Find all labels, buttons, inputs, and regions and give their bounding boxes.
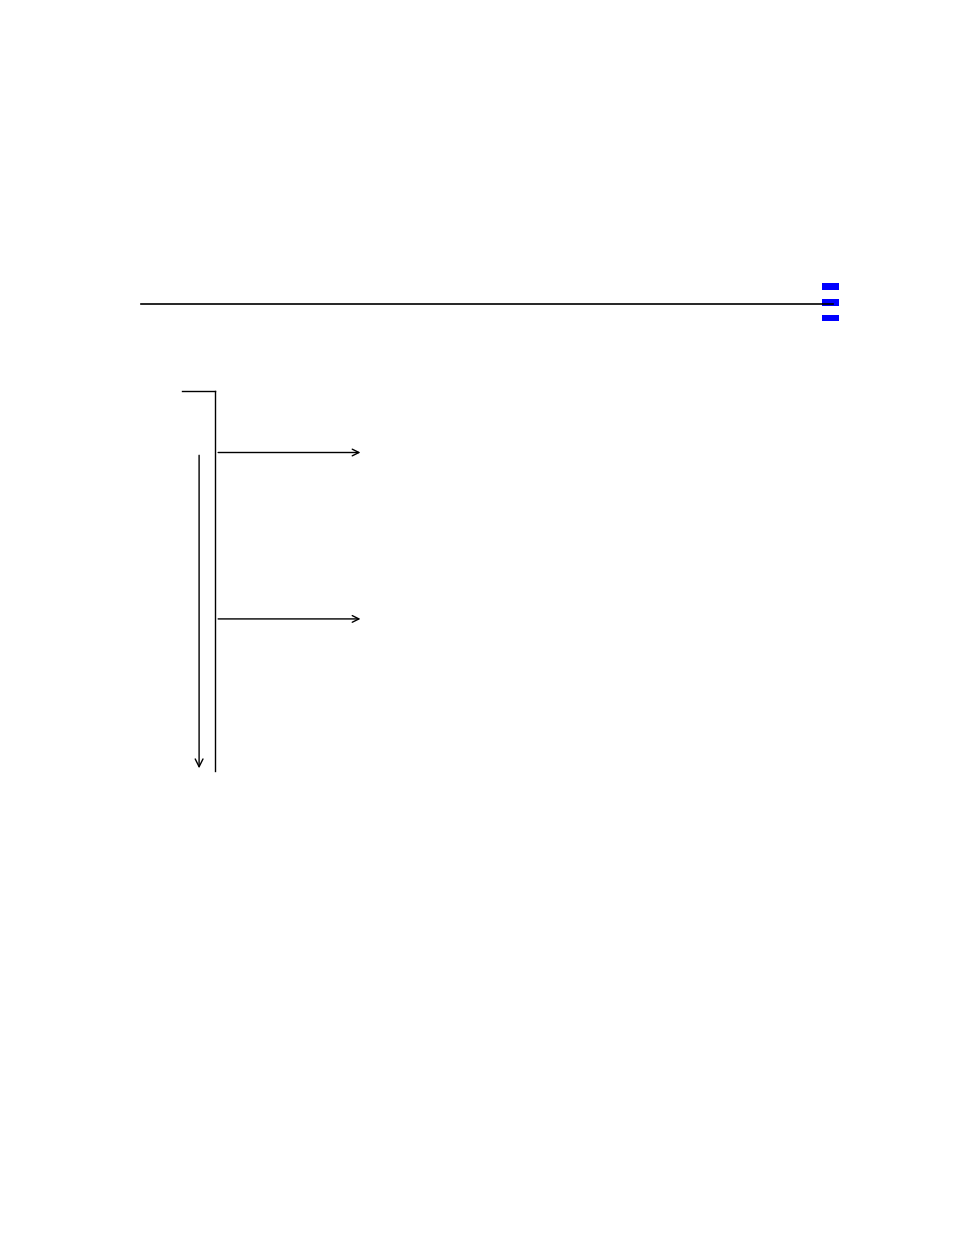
FancyBboxPatch shape [821, 283, 838, 290]
FancyBboxPatch shape [821, 315, 838, 321]
FancyBboxPatch shape [821, 299, 838, 305]
